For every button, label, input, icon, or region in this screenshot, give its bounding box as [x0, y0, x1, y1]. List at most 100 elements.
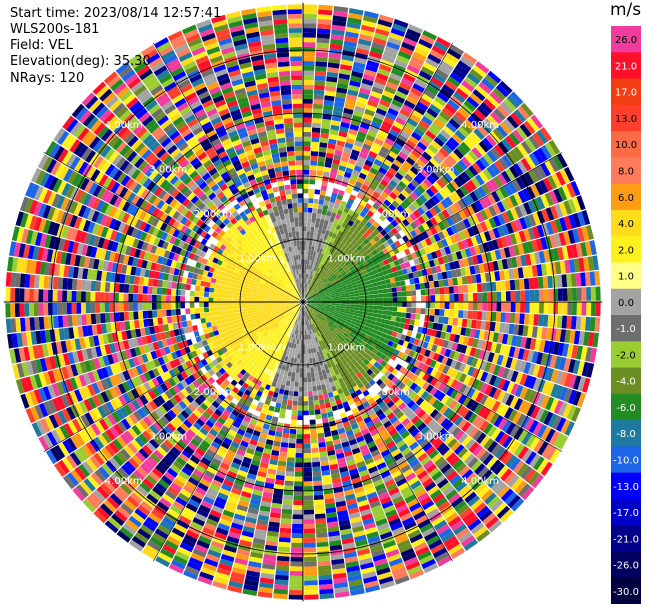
- velocity-gate: [411, 462, 423, 472]
- velocity-gate: [520, 140, 533, 155]
- velocity-gate: [66, 472, 79, 487]
- velocity-gate: [356, 352, 363, 359]
- velocity-gate: [260, 382, 267, 389]
- velocity-gate: [333, 342, 339, 348]
- velocity-gate: [311, 286, 315, 291]
- velocity-gate: [387, 306, 393, 311]
- velocity-gate: [437, 256, 445, 265]
- velocity-gate: [380, 94, 393, 104]
- velocity-gate: [441, 394, 450, 405]
- velocity-gate: [338, 267, 344, 273]
- velocity-gate: [256, 441, 266, 448]
- velocity-gate: [452, 190, 462, 201]
- velocity-gate: [372, 405, 381, 413]
- velocity-gate: [387, 107, 399, 117]
- velocity-gate: [426, 175, 436, 185]
- velocity-gate: [160, 415, 170, 426]
- velocity-gate: [427, 419, 437, 429]
- velocity-gate: [303, 221, 307, 227]
- velocity-gate: [458, 285, 464, 294]
- velocity-gate: [580, 316, 587, 331]
- velocity-gate: [486, 94, 500, 108]
- velocity-gate: [529, 289, 535, 301]
- velocity-gate: [361, 379, 369, 386]
- velocity-gate: [143, 382, 152, 392]
- velocity-gate: [381, 432, 391, 441]
- velocity-gate: [549, 234, 557, 248]
- velocity-gate: [251, 459, 261, 467]
- velocity-gate: [568, 374, 577, 389]
- velocity-gate: [301, 311, 303, 317]
- velocity-gate: [369, 445, 379, 453]
- velocity-gate: [306, 330, 309, 335]
- velocity-gate: [549, 355, 558, 369]
- velocity-gate: [215, 496, 227, 505]
- velocity-gate: [162, 516, 176, 528]
- velocity-gate: [348, 314, 354, 318]
- velocity-gate: [309, 410, 315, 416]
- velocity-gate: [265, 540, 278, 547]
- velocity-gate: [345, 297, 351, 300]
- velocity-gate: [308, 334, 311, 340]
- velocity-gate: [295, 453, 303, 458]
- velocity-gate: [432, 242, 440, 251]
- velocity-gate: [342, 273, 348, 279]
- velocity-gate: [324, 431, 332, 438]
- velocity-gate: [232, 421, 241, 429]
- velocity-gate: [310, 155, 318, 161]
- velocity-gate: [163, 439, 174, 450]
- velocity-gate: [346, 94, 358, 101]
- velocity-gate: [559, 260, 566, 274]
- velocity-gate: [371, 504, 383, 513]
- velocity-gate: [492, 353, 500, 364]
- velocity-gate: [382, 142, 393, 151]
- velocity-gate: [318, 318, 323, 323]
- velocity-gate: [214, 397, 223, 405]
- velocity-gate: [204, 470, 216, 479]
- velocity-gate: [58, 460, 70, 475]
- velocity-gate: [538, 314, 544, 327]
- velocity-gate: [387, 36, 402, 46]
- velocity-gate: [445, 489, 458, 501]
- velocity-gate: [400, 147, 411, 157]
- velocity-gate: [304, 552, 317, 558]
- velocity-gate: [362, 453, 373, 461]
- velocity-gate: [427, 274, 434, 282]
- velocity-gate: [339, 278, 345, 283]
- velocity-gate: [333, 582, 349, 589]
- velocity-gate: [385, 334, 392, 341]
- velocity-gate: [448, 137, 460, 148]
- velocity-gate: [320, 364, 325, 371]
- velocity-gate: [322, 109, 333, 116]
- velocity-gate: [304, 283, 306, 288]
- velocity-gate: [364, 305, 370, 309]
- velocity-gate: [406, 117, 419, 128]
- velocity-gate: [331, 296, 336, 299]
- velocity-gate: [292, 313, 296, 318]
- velocity-gate: [350, 278, 356, 284]
- velocity-gate: [262, 403, 270, 410]
- velocity-gate: [531, 239, 539, 252]
- velocity-gate: [318, 4, 333, 11]
- velocity-gate: [352, 284, 358, 289]
- velocity-gate: [435, 402, 445, 412]
- velocity-gate: [458, 531, 473, 544]
- velocity-gate: [321, 303, 327, 305]
- velocity-gate: [522, 349, 530, 361]
- velocity-gate: [163, 425, 173, 436]
- velocity-gate: [292, 313, 296, 319]
- velocity-gate: [471, 255, 479, 265]
- velocity-gate: [319, 275, 324, 280]
- velocity-gate: [415, 197, 424, 207]
- velocity-gate: [571, 407, 581, 422]
- velocity-gate: [200, 500, 213, 510]
- velocity-gate: [510, 207, 519, 220]
- velocity-gate: [305, 283, 308, 289]
- velocity-gate: [175, 456, 187, 467]
- velocity-gate: [237, 412, 246, 420]
- velocity-gate: [386, 483, 398, 492]
- velocity-gate: [349, 306, 355, 310]
- velocity-gate: [556, 417, 567, 432]
- velocity-gate: [304, 306, 307, 311]
- velocity-gate: [459, 507, 473, 520]
